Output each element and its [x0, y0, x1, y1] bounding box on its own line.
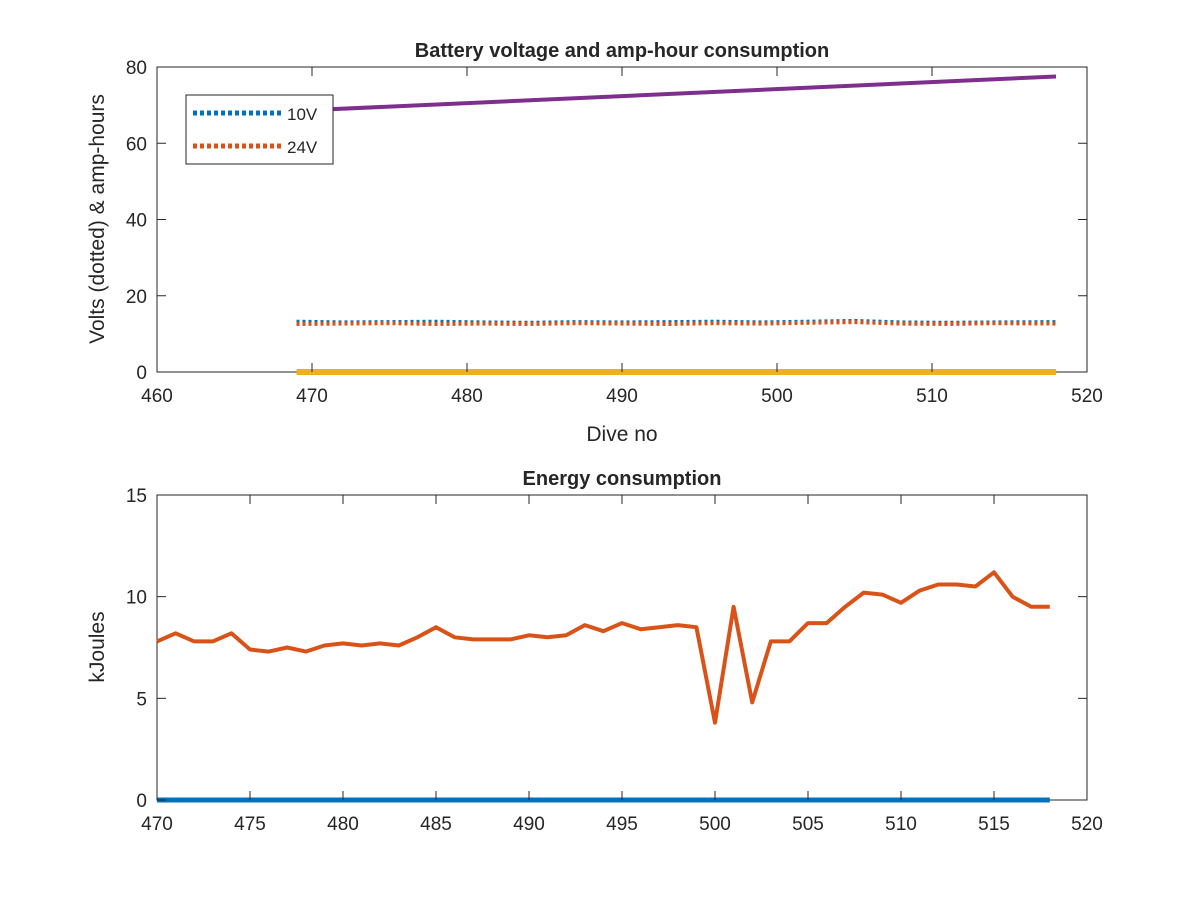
top-x-tick-label: 520 — [1071, 386, 1103, 407]
bottom-axes: 470 475 480 485 490 495 500 505 510 515 520051015 … — [86, 468, 1103, 835]
legend-label-24v: 24V — [287, 138, 318, 157]
top-y-tick-label: 0 — [136, 363, 147, 384]
top-y-tick-label: 60 — [126, 134, 147, 155]
bottom-x-tick-label: 515 — [978, 814, 1010, 835]
legend-label-10v: 10V — [287, 105, 318, 124]
top-chart-title: Battery voltage and amp-hour consumption — [415, 40, 829, 62]
bottom-y-tick-label: 5 — [136, 689, 147, 710]
bottom-x-tick-label: 475 — [234, 814, 266, 835]
bottom-x-tick-label: 470 — [141, 814, 173, 835]
bottom-x-tick-label: 490 — [513, 814, 545, 835]
top-x-tick-label: 490 — [606, 386, 638, 407]
series-24v-line — [296, 320, 1057, 326]
bottom-x-tick-label: 495 — [606, 814, 638, 835]
top-x-tick-label: 470 — [296, 386, 328, 407]
top-axes: 460 470 480 490 500 510 520 0 20 40 60 80 Battery v… — [86, 40, 1103, 446]
top-x-tick-label: 480 — [451, 386, 483, 407]
top-x-tick-label: 500 — [761, 386, 793, 407]
top-y-tick-label: 20 — [126, 287, 147, 308]
top-y-axis-label: Volts (dotted) & amp-hours — [86, 94, 109, 344]
top-axes-ticks: 460 470 480 490 500 510 520 0 20 40 60 80 — [126, 58, 1103, 407]
bottom-chart-title: Energy consumption — [523, 468, 722, 490]
top-x-axis-label: Dive no — [586, 423, 657, 446]
series-amp-hour-purple-line — [296, 74, 1057, 113]
legend-box — [185, 94, 334, 165]
bottom-x-tick-label: 480 — [327, 814, 359, 835]
top-x-tick-label: 510 — [916, 386, 948, 407]
bottom-y-tick-label: 10 — [126, 588, 147, 609]
legend: 10V 24V — [185, 94, 334, 165]
top-y-tick-label: 80 — [126, 58, 147, 79]
bottom-y-tick-label: 15 — [126, 486, 147, 507]
top-x-tick-label: 460 — [141, 386, 173, 407]
bottom-x-tick-label: 485 — [420, 814, 452, 835]
bottom-y-tick-label: 0 — [136, 791, 147, 812]
series-energy-line — [156, 570, 1050, 725]
bottom-x-tick-label: 510 — [885, 814, 917, 835]
bottom-x-tick-label: 500 — [699, 814, 731, 835]
bottom-y-axis-label: kJoules — [86, 611, 109, 682]
bottom-x-tick-label: 520 — [1071, 814, 1103, 835]
bottom-x-tick-label: 505 — [792, 814, 824, 835]
top-y-tick-label: 40 — [126, 211, 147, 232]
bottom-axes-box — [156, 494, 1088, 801]
top-axes-marks — [296, 74, 1057, 375]
